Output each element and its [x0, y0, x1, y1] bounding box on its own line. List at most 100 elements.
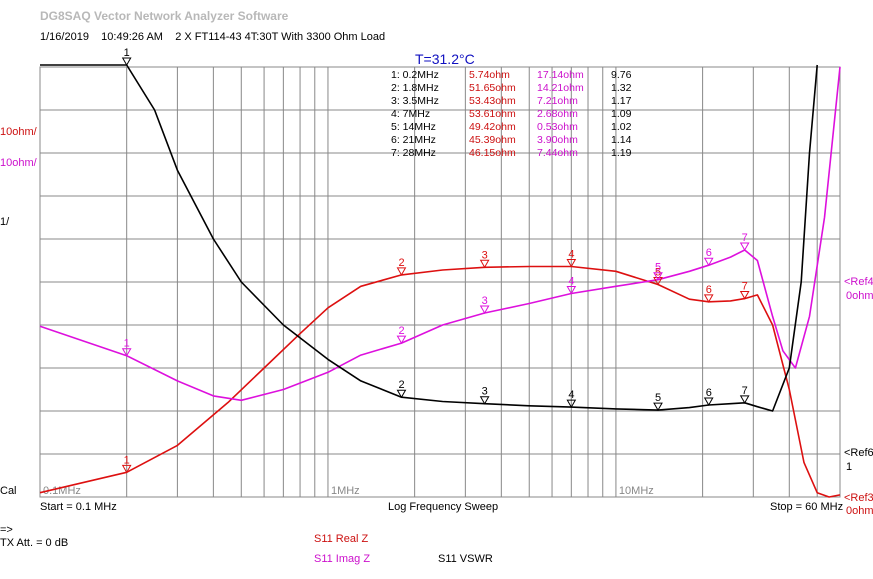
chart-grid: 0.1MHz 1MHz 10MHz — [39, 66, 841, 498]
marker-label: 2: 1.8MHz — [391, 82, 439, 94]
sweep-start-label: Start = 0.1 MHz — [40, 501, 117, 513]
x-tick-label: 1MHz — [331, 485, 360, 497]
marker-imag: 2.68ohm — [537, 108, 578, 120]
marker-triangle — [739, 395, 750, 404]
marker-number: 2 — [398, 257, 404, 269]
legend-imag[interactable]: S11 Imag Z — [314, 553, 371, 565]
marker-number: 2 — [398, 325, 404, 337]
y-scale-vswr-label: 1/ — [0, 216, 10, 228]
marker-number: 6 — [706, 387, 712, 399]
marker-number: 7 — [742, 232, 748, 244]
ref6-value: 1 — [846, 461, 853, 473]
marker-triangle — [121, 57, 132, 67]
marker-vswr: 1.32 — [611, 82, 632, 94]
y-scale-imag-label: 10ohm/ — [0, 157, 37, 169]
marker-number: 6 — [706, 247, 712, 259]
marker-vswr: 1.14 — [611, 134, 632, 146]
marker-real: 45.39ohm — [469, 134, 516, 146]
marker-number: 4 — [568, 276, 574, 288]
marker-number: 5 — [655, 262, 661, 274]
marker-number: 4 — [568, 389, 574, 401]
ref4-label: <Ref4 — [844, 276, 873, 288]
marker-number: 7 — [742, 281, 748, 293]
marker-triangle — [566, 399, 577, 409]
marker-row-6: 6: 21MHz 45.39ohm 3.90ohm 1.14 — [391, 134, 651, 147]
marker-number: 3 — [482, 295, 488, 307]
trace-imag — [39, 66, 841, 402]
legend-vswr[interactable]: S11 VSWR — [438, 553, 493, 565]
marker-real: 5.74ohm — [469, 69, 510, 81]
marker-imag: 17.14ohm — [537, 69, 584, 81]
marker-label: 6: 21MHz — [391, 134, 436, 146]
ref4-value: 0ohm — [846, 290, 873, 302]
marker-label: 1: 0.2MHz — [391, 69, 439, 81]
marker-label: 7: 28MHz — [391, 147, 436, 159]
marker-triangle — [479, 305, 490, 315]
time-label: 10:49:26 AM — [101, 31, 163, 43]
marker-vswr: 1.19 — [611, 147, 632, 159]
marker-triangle — [396, 389, 407, 399]
x-tick-label: 10MHz — [619, 485, 654, 497]
marker-triangle — [739, 291, 750, 300]
marker-vswr: 1.02 — [611, 121, 632, 133]
marker-triangle — [703, 294, 714, 303]
marker-triangle — [396, 267, 407, 276]
marker-row-7: 7: 28MHz 46.15ohm 7.44ohm 1.19 — [391, 147, 651, 160]
date-label: 1/16/2019 — [40, 31, 89, 43]
marker-imag: 7.21ohm — [537, 95, 578, 107]
measurement-header: 1/16/2019 10:49:26 AM 2 X FT114-43 4T:30… — [40, 31, 385, 43]
marker-real: 51.65ohm — [469, 82, 516, 94]
marker-number: 1 — [124, 454, 130, 466]
marker-number: 3 — [482, 386, 488, 398]
marker-row-4: 4: 7MHz 53.61ohm 2.68ohm 1.09 — [391, 108, 651, 121]
marker-number: 7 — [742, 385, 748, 397]
trace-vswr — [40, 64, 818, 412]
marker-vswr: 1.17 — [611, 95, 632, 107]
marker-triangle — [566, 286, 577, 295]
sweep-mode-label: Log Frequency Sweep — [388, 501, 499, 513]
description-label: 2 X FT114-43 4T:30T With 3300 Ohm Load — [175, 31, 386, 43]
cal-label[interactable]: Cal — [0, 485, 17, 497]
marker-triangle — [566, 258, 577, 268]
marker-triangle — [653, 402, 663, 412]
ref3-value: 0ohm — [846, 505, 873, 517]
marker-label: 4: 7MHz — [391, 108, 431, 120]
marker-real: 49.42ohm — [469, 121, 516, 133]
app-title: DG8SAQ Vector Network Analyzer Software — [40, 9, 289, 23]
marker-vswr: 9.76 — [611, 69, 632, 81]
marker-imag: 3.90ohm — [537, 134, 578, 146]
marker-row-1: 1: 0.2MHz 5.74ohm 17.14ohm 9.76 — [391, 69, 651, 82]
marker-imag: 14.21ohm — [537, 82, 584, 94]
trace-real — [39, 265, 841, 498]
marker-real: 53.43ohm — [469, 95, 516, 107]
marker-readout-table: 1: 0.2MHz 5.74ohm 17.14ohm 9.76 2: 1.8MH… — [391, 69, 651, 160]
marker-triangle — [739, 242, 750, 252]
tx-attenuation-label: TX Att. = 0 dB — [0, 537, 69, 549]
port-arrow: => — [0, 524, 13, 536]
x-tick-label: 0.1MHz — [43, 485, 81, 497]
temperature-label: T=31.2°C — [415, 51, 475, 67]
marker-triangle — [653, 272, 663, 281]
marker-label: 3: 3.5MHz — [391, 95, 439, 107]
marker-number: 4 — [568, 248, 574, 260]
marker-number: 6 — [706, 284, 712, 296]
marker-number: 3 — [482, 249, 488, 261]
marker-real: 53.61ohm — [469, 108, 516, 120]
marker-row-3: 3: 3.5MHz 53.43ohm 7.21ohm 1.17 — [391, 95, 651, 108]
marker-number: 1 — [124, 338, 130, 350]
y-scale-real-label: 10ohm/ — [0, 126, 37, 138]
marker-triangle — [703, 257, 714, 267]
legend-real[interactable]: S11 Real Z — [314, 533, 369, 545]
marker-triangle — [479, 396, 490, 405]
marker-triangle — [121, 348, 132, 357]
sweep-stop-label: Stop = 60 MHz — [770, 501, 844, 513]
chart-curves — [39, 64, 841, 498]
marker-imag: 7.44ohm — [537, 147, 578, 159]
marker-vswr: 1.09 — [611, 108, 632, 120]
marker-row-5: 5: 14MHz 49.42ohm 0.53ohm 1.02 — [391, 121, 651, 134]
marker-triangle — [121, 464, 132, 474]
marker-triangle — [396, 335, 407, 345]
marker-triangle — [479, 259, 490, 269]
